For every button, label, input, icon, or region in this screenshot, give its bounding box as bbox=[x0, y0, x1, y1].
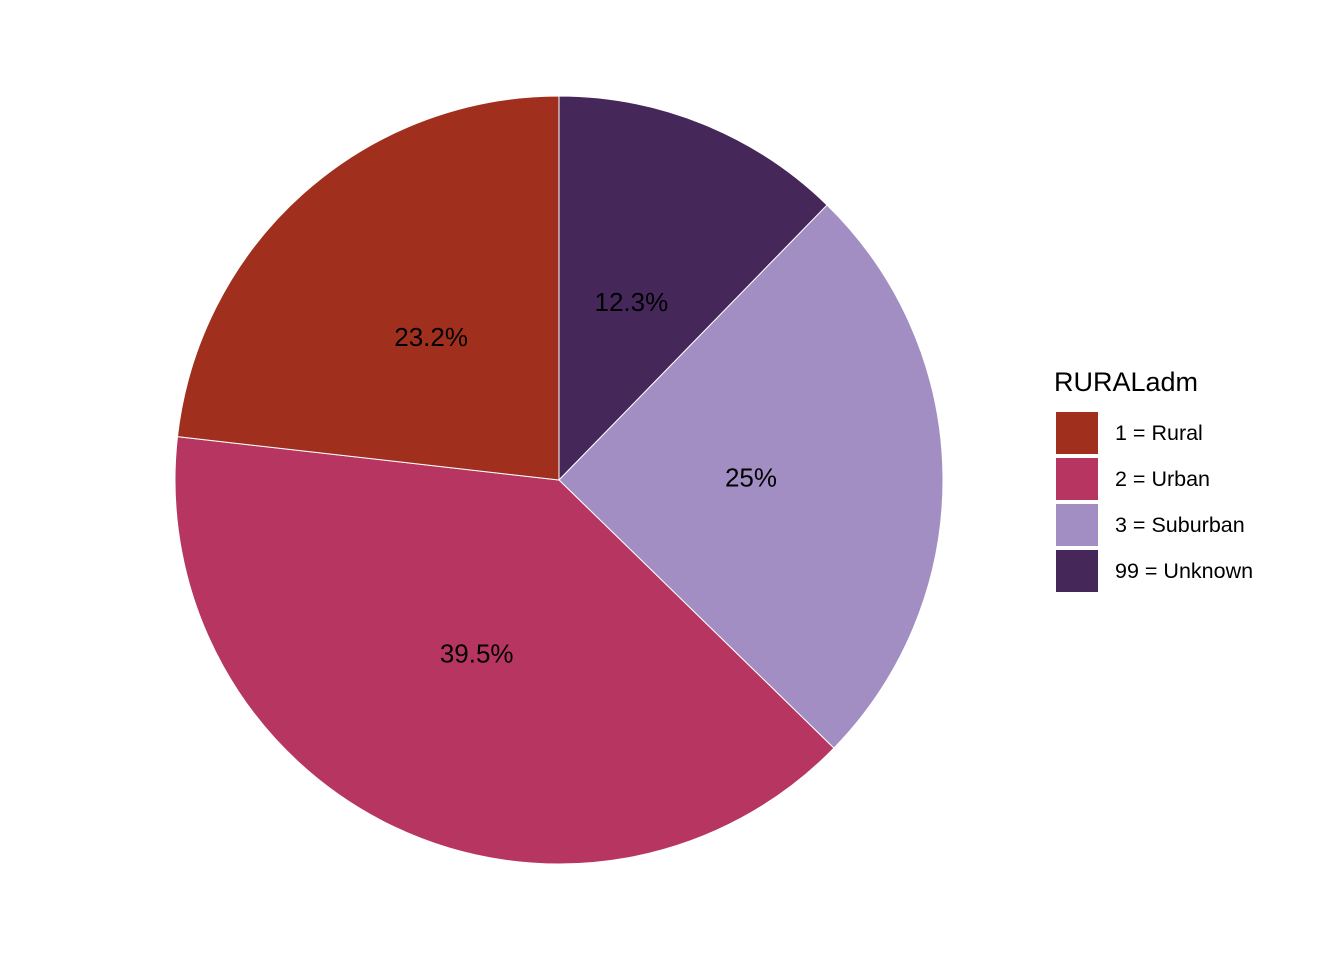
pie-slice-2-urban bbox=[174, 436, 835, 865]
legend-title: RURALadm bbox=[1054, 367, 1198, 397]
slice-label-1-rural: 23.2% bbox=[394, 322, 468, 352]
slice-label-2-urban: 39.5% bbox=[440, 638, 514, 668]
slice-label-3-suburban: 25% bbox=[725, 463, 777, 493]
legend-label: 99 = Unknown bbox=[1115, 559, 1253, 583]
pie-slice-3-suburban bbox=[558, 204, 944, 749]
legend-items: 1 = Rural 2 = Urban 3 = Suburban 99 = Unkno… bbox=[1056, 412, 1253, 592]
slice-label-99-unknown: 12.3% bbox=[594, 287, 668, 317]
legend-swatch bbox=[1056, 504, 1098, 546]
legend: RURALadm 1 = Rural 2 = Urban 3 = Suburban 9… bbox=[1054, 367, 1253, 592]
legend-item-99-unknown: 99 = Unknown bbox=[1056, 550, 1253, 592]
legend-swatch bbox=[1056, 458, 1098, 500]
pie-slice-99-unknown bbox=[558, 95, 828, 482]
legend-item-2-urban: 2 = Urban bbox=[1056, 458, 1210, 500]
legend-label: 3 = Suburban bbox=[1115, 513, 1245, 537]
pie-slice-1-rural bbox=[176, 95, 560, 481]
legend-swatch bbox=[1056, 412, 1098, 454]
legend-label: 2 = Urban bbox=[1115, 467, 1210, 491]
legend-item-1-rural: 1 = Rural bbox=[1056, 412, 1203, 454]
legend-label: 1 = Rural bbox=[1115, 421, 1203, 445]
pie-slice-labels: 12.3% 25% 39.5% 23.2% bbox=[394, 287, 777, 668]
pie-slices bbox=[174, 95, 944, 865]
legend-item-3-suburban: 3 = Suburban bbox=[1056, 504, 1245, 546]
legend-swatch bbox=[1056, 550, 1098, 592]
